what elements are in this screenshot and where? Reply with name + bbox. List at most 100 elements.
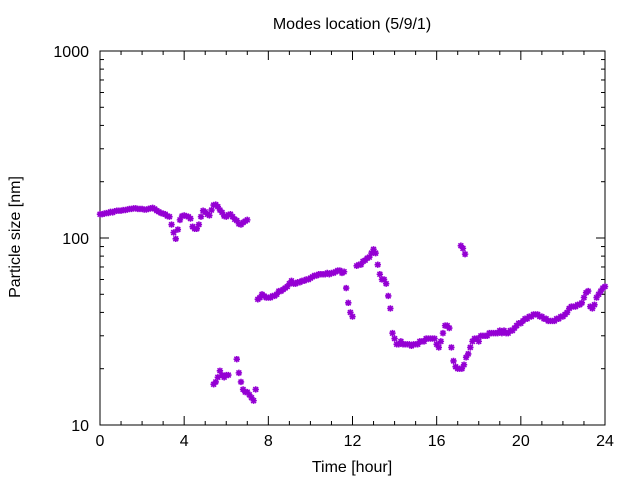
data-point [431, 335, 438, 342]
data-point [589, 305, 596, 312]
data-point [244, 388, 251, 396]
y-axis-label: Particle size [nm] [7, 176, 24, 298]
data-point [166, 213, 173, 220]
data-point [357, 261, 365, 268]
data-point [342, 284, 350, 292]
x-tick-label: 8 [264, 433, 273, 450]
data-point [563, 309, 571, 316]
data-point [370, 246, 377, 253]
data-point [216, 367, 224, 374]
data-point [235, 369, 243, 377]
data-point [459, 245, 467, 252]
data-point [578, 299, 586, 307]
data-point [187, 215, 194, 222]
data-point [288, 277, 295, 285]
data-point [347, 309, 354, 316]
data-point [437, 338, 445, 345]
data-point [233, 355, 240, 363]
data-point [233, 217, 240, 224]
x-tick-label: 0 [96, 433, 105, 450]
x-axis-label: Time [hour] [312, 459, 392, 476]
data-point [195, 221, 203, 228]
data-point [439, 329, 447, 337]
data-point [218, 209, 226, 216]
data-point [250, 397, 257, 404]
data-point [286, 280, 293, 287]
data-point [435, 344, 442, 351]
data-point [368, 249, 375, 257]
data-point [457, 242, 465, 249]
data-point [208, 206, 215, 214]
data-point [374, 261, 381, 268]
data-point [448, 344, 455, 351]
data-point [244, 216, 251, 224]
data-point [170, 229, 177, 236]
data-point [214, 374, 222, 381]
data-point [197, 213, 205, 220]
y-tick-label: 10 [71, 418, 89, 435]
data-point [385, 292, 392, 300]
x-tick-label: 20 [512, 433, 530, 450]
data-point [174, 226, 182, 233]
x-tick-label: 16 [428, 433, 446, 450]
data-point [591, 301, 598, 308]
data-point [475, 338, 482, 345]
x-axis: 0 4 8 12 16 20 24 [96, 51, 614, 450]
data-point [595, 291, 602, 298]
data-point [206, 212, 213, 219]
data-point [584, 287, 592, 295]
data-point [597, 287, 604, 295]
data-point [176, 216, 184, 224]
data-point [458, 365, 466, 372]
data-point [372, 249, 379, 257]
x-tick-label: 12 [344, 433, 362, 450]
x-tick-label: 4 [180, 433, 189, 450]
data-point [345, 299, 352, 307]
data-point [168, 221, 175, 228]
data-point [460, 361, 468, 368]
data-point [420, 338, 428, 345]
data-point [580, 294, 588, 301]
data-point [461, 250, 469, 258]
data-point [469, 338, 476, 345]
data-point [366, 253, 373, 261]
data-point [389, 329, 396, 337]
y-tick-label: 100 [62, 231, 89, 248]
data-point [465, 350, 472, 358]
data-point [450, 357, 457, 365]
data-point [462, 354, 470, 361]
x-tick-label: 24 [596, 433, 614, 450]
data-point [446, 324, 453, 332]
data-point [248, 394, 255, 401]
data-point [225, 371, 232, 379]
data-point [601, 283, 609, 290]
data-point [380, 276, 388, 283]
data-point [237, 378, 245, 386]
data-point [433, 341, 440, 348]
chart-title: Modes location (5/9/1) [273, 16, 431, 33]
data-point [214, 203, 222, 210]
data-point [414, 341, 421, 348]
data-points [96, 201, 609, 404]
data-point [172, 235, 179, 243]
data-point [349, 313, 356, 320]
data-point [387, 305, 394, 312]
data-point [376, 271, 384, 278]
y-tick-label: 1000 [53, 44, 89, 61]
data-point [473, 335, 480, 342]
data-point [397, 338, 405, 345]
data-point [284, 283, 291, 290]
data-point [391, 335, 398, 342]
data-point [382, 280, 390, 287]
y-axis: 10 100 1000 [53, 44, 605, 435]
data-point [212, 378, 219, 386]
data-point [395, 341, 402, 348]
data-point [273, 291, 280, 298]
data-point [340, 268, 348, 275]
data-point [467, 344, 474, 351]
data-point [193, 225, 200, 232]
data-point [246, 391, 253, 399]
data-point [593, 294, 600, 301]
